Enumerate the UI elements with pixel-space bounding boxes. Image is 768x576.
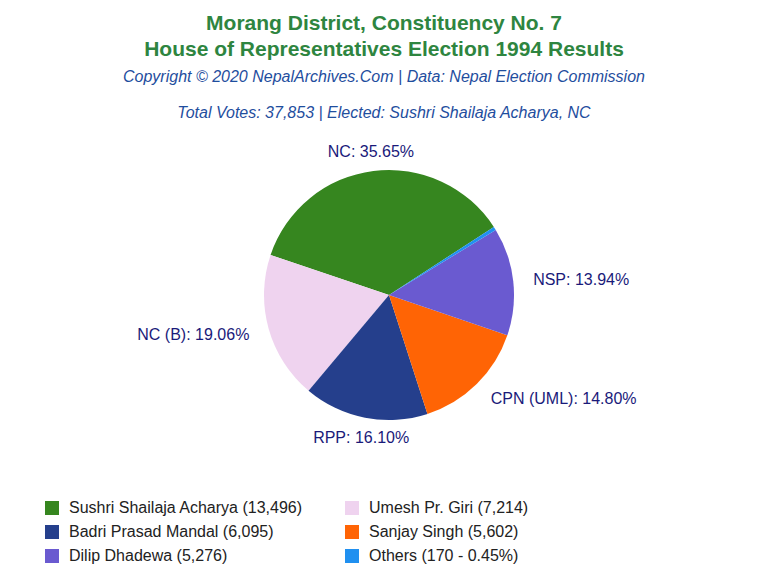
svg-text:NC (B): 19.06%: NC (B): 19.06% [137, 326, 249, 343]
html-text:Badri Prasad Mandal (6,095): Badri Prasad Mandal (6,095) [69, 523, 274, 540]
html-text:Total Votes: 37,853 | Elected:: Total Votes: 37,853 | Elected: Sushri Sh… [177, 104, 591, 121]
html-text:House of Representatives Elect: House of Representatives Election 1994 R… [144, 37, 624, 60]
html-text:Umesh Pr. Giri (7,214): Umesh Pr. Giri (7,214) [369, 499, 529, 516]
html-text:Copyright © 2020 NepalArchives: Copyright © 2020 NepalArchives.Com | Dat… [123, 68, 645, 85]
html-text:Others (170 - 0.45%): Others (170 - 0.45%) [369, 547, 519, 564]
html-text:Sanjay Singh (5,602): Sanjay Singh (5,602) [369, 523, 519, 540]
svg-text:NSP: 13.94%: NSP: 13.94% [533, 271, 629, 288]
html-text:Sushri Shailaja Acharya (13,49: Sushri Shailaja Acharya (13,496) [69, 499, 302, 516]
svg-text:CPN (UML): 14.80%: CPN (UML): 14.80% [491, 390, 637, 407]
svg-text:NC: 35.65%: NC: 35.65% [328, 143, 414, 160]
svg-text:RPP: 16.10%: RPP: 16.10% [313, 429, 409, 446]
html-text:Morang District, Constituency: Morang District, Constituency No. 7 [206, 11, 562, 34]
html-text:Dilip Dhadewa (5,276): Dilip Dhadewa (5,276) [69, 547, 228, 564]
